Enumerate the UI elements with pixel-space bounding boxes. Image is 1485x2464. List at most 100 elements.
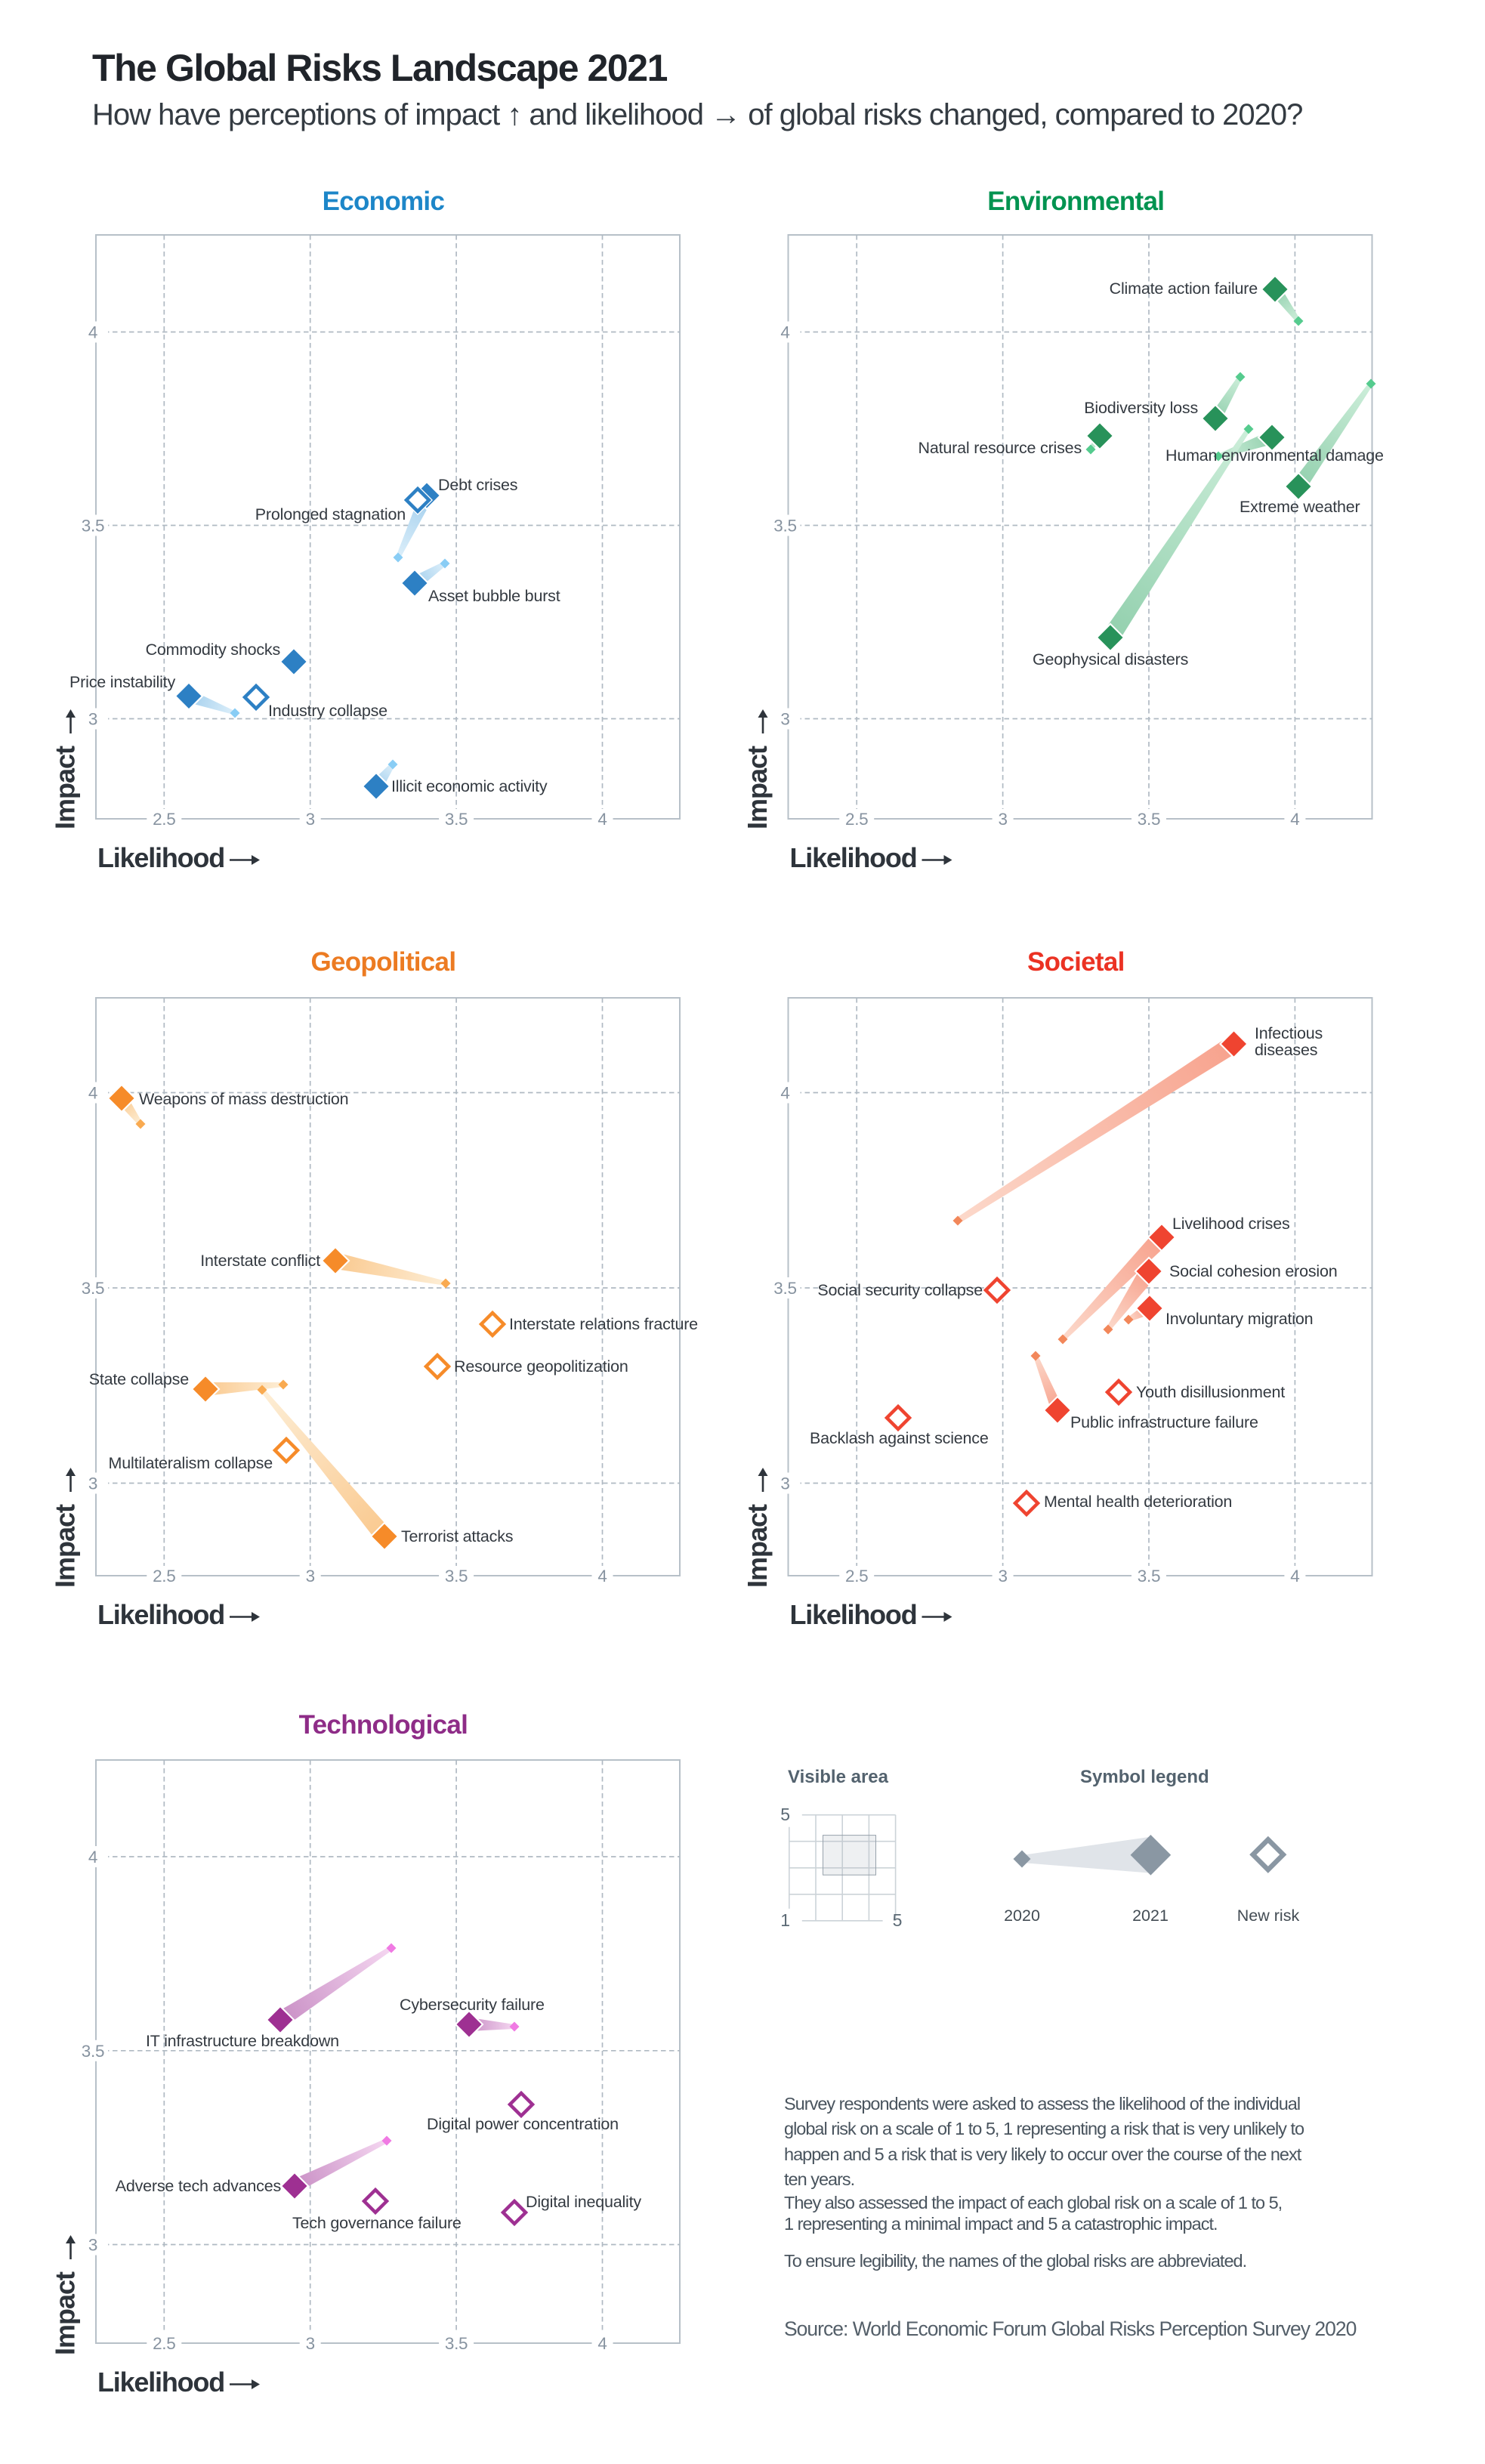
svg-text:4: 4 — [597, 2334, 607, 2353]
svg-text:3: 3 — [88, 2236, 97, 2255]
svg-text:3.5: 3.5 — [82, 517, 104, 536]
svg-text:5: 5 — [893, 1910, 903, 1930]
svg-text:The Global Risks Landscape 202: The Global Risks Landscape 2021 — [92, 47, 668, 89]
svg-text:Visible area: Visible area — [788, 1767, 889, 1787]
svg-text:Mental health deterioration: Mental health deterioration — [1044, 1493, 1232, 1511]
svg-text:Human environmental damage: Human environmental damage — [1165, 446, 1384, 465]
svg-text:5: 5 — [780, 1805, 790, 1824]
svg-text:Illicit economic activity: Illicit economic activity — [391, 777, 548, 795]
svg-text:Multilateralism collapse: Multilateralism collapse — [109, 1454, 273, 1472]
svg-text:Impact: Impact — [50, 746, 81, 829]
svg-text:2.5: 2.5 — [153, 2334, 175, 2353]
svg-text:4: 4 — [597, 1567, 607, 1586]
svg-text:Social security collapse: Social security collapse — [817, 1281, 983, 1299]
svg-text:3.5: 3.5 — [82, 1279, 104, 1298]
svg-text:3.5: 3.5 — [82, 2042, 104, 2061]
svg-text:Cybersecurity failure: Cybersecurity failure — [400, 1996, 545, 2014]
svg-text:Impact: Impact — [742, 1504, 773, 1588]
svg-text:3: 3 — [306, 1567, 315, 1586]
svg-text:Terrorist attacks: Terrorist attacks — [401, 1527, 513, 1545]
svg-text:Climate action failure: Climate action failure — [1110, 279, 1258, 298]
svg-text:Environmental: Environmental — [987, 187, 1164, 216]
svg-text:3.5: 3.5 — [1138, 810, 1160, 829]
svg-text:Likelihood: Likelihood — [97, 2367, 224, 2398]
svg-text:Commodity shocks: Commodity shocks — [146, 641, 280, 659]
svg-text:Tech governance failure: Tech governance failure — [292, 2214, 462, 2232]
svg-text:Symbol legend: Symbol legend — [1080, 1767, 1209, 1787]
svg-text:They also assessed the impact: They also assessed the impact of each gl… — [784, 2193, 1282, 2212]
svg-text:Debt crises: Debt crises — [438, 476, 517, 494]
svg-text:Likelihood: Likelihood — [790, 1599, 917, 1630]
svg-text:3: 3 — [88, 1474, 97, 1493]
svg-text:Resource geopolitization: Resource geopolitization — [454, 1357, 628, 1376]
svg-text:4: 4 — [597, 810, 607, 829]
svg-text:New risk: New risk — [1237, 1907, 1300, 1925]
svg-text:Involuntary migration: Involuntary migration — [1165, 1310, 1313, 1328]
svg-text:Technological: Technological — [299, 1710, 468, 1740]
svg-text:Source: World Economic Forum G: Source: World Economic Forum Global Risk… — [784, 2317, 1357, 2340]
svg-text:Youth disillusionment: Youth disillusionment — [1136, 1383, 1285, 1401]
svg-text:To ensure legibility, the name: To ensure legibility, the names of the g… — [784, 2251, 1246, 2271]
svg-text:Societal: Societal — [1027, 947, 1125, 977]
svg-text:2.5: 2.5 — [845, 1567, 868, 1586]
svg-text:3: 3 — [306, 810, 315, 829]
svg-text:Survey respondents were asked: Survey respondents were asked to assess … — [784, 2094, 1300, 2114]
svg-text:Social cohesion erosion: Social cohesion erosion — [1169, 1262, 1337, 1280]
svg-text:1 representing a minimal impac: 1 representing a minimal impact and 5 a … — [784, 2214, 1218, 2234]
svg-text:4: 4 — [1290, 1567, 1299, 1586]
svg-text:4: 4 — [88, 1848, 97, 1867]
svg-text:IT infrastructure breakdown: IT infrastructure breakdown — [146, 2032, 339, 2050]
svg-text:1: 1 — [780, 1910, 790, 1930]
svg-text:Geopolitical: Geopolitical — [310, 947, 455, 977]
svg-text:3: 3 — [780, 710, 789, 729]
svg-text:2.5: 2.5 — [845, 810, 868, 829]
svg-text:2.5: 2.5 — [153, 810, 175, 829]
svg-text:2021: 2021 — [1132, 1907, 1169, 1925]
svg-text:Likelihood: Likelihood — [97, 1599, 224, 1630]
svg-text:Impact: Impact — [50, 2271, 81, 2355]
svg-text:4: 4 — [88, 323, 97, 342]
svg-text:happen and 5 a risk that is ve: happen and 5 a risk that is very likely … — [784, 2144, 1302, 2164]
svg-text:Public infrastructure failure: Public infrastructure failure — [1070, 1413, 1258, 1431]
svg-text:3.5: 3.5 — [445, 2334, 468, 2353]
svg-text:Likelihood: Likelihood — [97, 842, 224, 873]
svg-text:Weapons of mass destruction: Weapons of mass destruction — [139, 1090, 348, 1108]
svg-text:Interstate conflict: Interstate conflict — [200, 1252, 320, 1270]
svg-text:Impact: Impact — [50, 1504, 81, 1588]
svg-text:4: 4 — [1290, 810, 1299, 829]
svg-text:Geophysical disasters: Geophysical disasters — [1033, 650, 1188, 668]
svg-text:How have perceptions of impact: How have perceptions of impact ↑ and lik… — [92, 98, 1302, 131]
svg-text:Digital inequality: Digital inequality — [526, 2193, 641, 2211]
svg-text:Impact: Impact — [742, 746, 773, 829]
svg-text:3.5: 3.5 — [1138, 1567, 1160, 1586]
svg-text:Livelihood crises: Livelihood crises — [1172, 1215, 1290, 1233]
svg-text:Extreme weather: Extreme weather — [1240, 498, 1360, 516]
svg-text:2020: 2020 — [1004, 1907, 1040, 1925]
svg-text:Digital power concentration: Digital power concentration — [427, 2115, 619, 2133]
svg-text:Backlash against science: Backlash against science — [810, 1429, 989, 1447]
svg-text:3: 3 — [998, 1567, 1007, 1586]
svg-text:3.5: 3.5 — [773, 517, 796, 536]
svg-text:State collapse: State collapse — [89, 1370, 189, 1388]
svg-text:3: 3 — [306, 2334, 315, 2353]
svg-text:Likelihood: Likelihood — [790, 842, 917, 873]
svg-text:Economic: Economic — [323, 187, 445, 216]
svg-text:3.5: 3.5 — [445, 1567, 468, 1586]
svg-text:3: 3 — [88, 710, 97, 729]
svg-text:4: 4 — [780, 1084, 789, 1103]
svg-text:Prolonged stagnation: Prolonged stagnation — [255, 505, 406, 523]
svg-text:Interstate relations fracture: Interstate relations fracture — [509, 1315, 698, 1333]
svg-text:3.5: 3.5 — [773, 1279, 796, 1298]
svg-text:Adverse tech advances: Adverse tech advances — [116, 2177, 281, 2195]
svg-text:3.5: 3.5 — [445, 810, 468, 829]
svg-text:3: 3 — [998, 810, 1007, 829]
svg-text:4: 4 — [88, 1084, 97, 1103]
svg-text:2.5: 2.5 — [153, 1567, 175, 1586]
svg-text:Biodiversity loss: Biodiversity loss — [1084, 399, 1198, 417]
svg-text:Asset bubble burst: Asset bubble burst — [428, 587, 560, 605]
svg-text:3: 3 — [780, 1474, 789, 1493]
svg-text:global risk on a scale of 1 to: global risk on a scale of 1 to 5, 1 repr… — [784, 2119, 1304, 2138]
svg-text:Industry collapse: Industry collapse — [268, 702, 387, 720]
svg-text:ten years.: ten years. — [784, 2169, 854, 2189]
svg-text:4: 4 — [780, 323, 789, 342]
